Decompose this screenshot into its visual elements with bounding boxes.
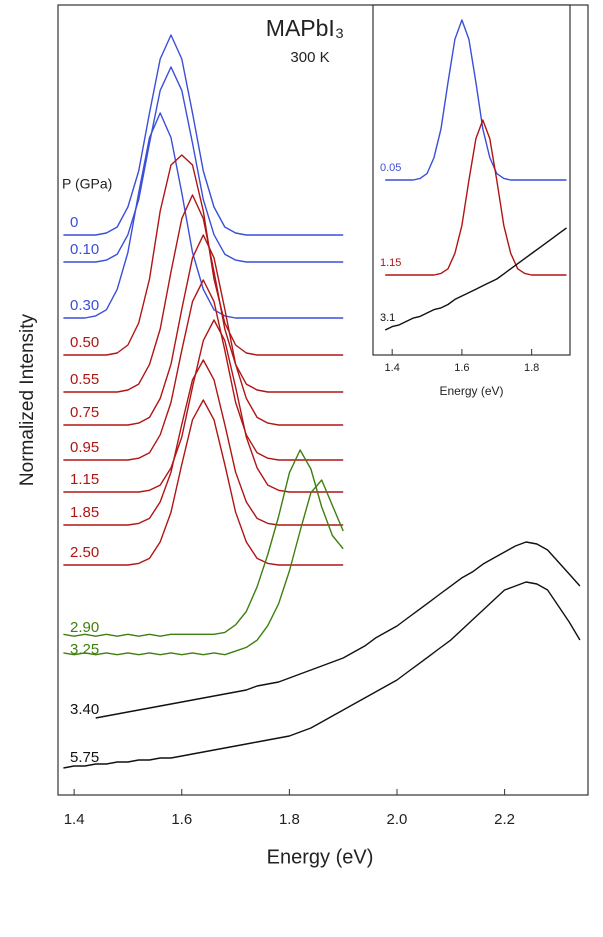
series-label: 2.50 [70,544,99,561]
series-label: 0.95 [70,439,99,456]
plot-frame [57,4,589,796]
x-tick-label: 1.8 [524,362,539,374]
series-line [63,154,344,356]
series-label: 0.55 [70,371,99,388]
series-label: 0 [70,214,78,231]
series-line [63,449,344,637]
x-tick-label: 1.4 [64,811,85,828]
x-tick-label: 2.2 [494,811,515,828]
series-line [385,119,567,276]
inset-chart: Energy (eV) 0.05 1.15 3.1 1.4 1.6 1.8 [372,4,571,398]
x-axis-label: Energy (eV) [267,846,374,868]
series-line [63,399,344,566]
series-label: 0.30 [70,297,99,314]
series-label: 1.15 [70,471,99,488]
series-line [384,227,567,331]
inset-x-axis-label: Energy (eV) [439,384,503,398]
main-chart: 0 0.10 0.30 0.50 0.55 0.75 0.95 1.15 1.85 2.50 2.9… [63,34,581,828]
chart-subtitle: 300 K [290,49,329,66]
series-label: 0.75 [70,404,99,421]
series-label: 2.90 [70,619,99,636]
chart-title: MAPbI₃ [266,15,344,41]
series-label: 3.40 [70,701,99,718]
series-label: 0.10 [70,241,99,258]
series-line [63,479,344,656]
series-label: 1.85 [70,504,99,521]
series-line [63,194,344,393]
x-tick-label: 2.0 [387,811,408,828]
x-tick-label: 1.6 [454,362,469,374]
series-line [63,66,344,263]
series-line [63,112,344,319]
series-line [63,34,344,236]
x-tick-label: 1.8 [279,811,300,828]
series-line [63,359,344,526]
series-line [385,19,567,181]
x-tick-label: 1.4 [385,362,400,374]
series-line [95,541,581,719]
x-tick-label: 1.6 [171,811,192,828]
series-label: 3.1 [380,312,395,324]
series-line [63,279,344,461]
series-line [63,234,344,426]
y-axis-label: Normalized Intensity [17,313,38,486]
series-label: 5.75 [70,749,99,766]
series-label: 1.15 [380,257,401,269]
legend-title: P (GPa) [62,176,112,192]
series-label: 0.50 [70,334,99,351]
series-label: 3.25 [70,641,99,658]
series-label: 0.05 [380,162,401,174]
series-line [63,319,344,493]
series-line [63,581,581,769]
